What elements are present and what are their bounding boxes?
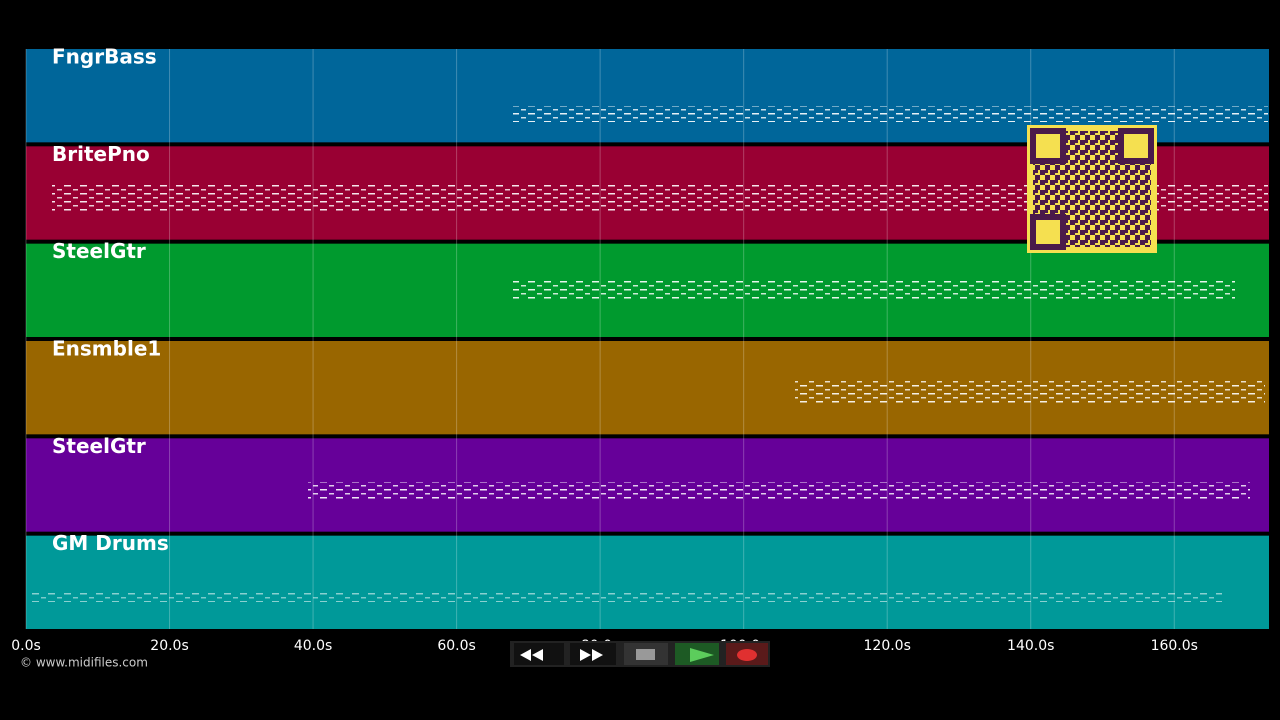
tick-label: 160.0s [1151, 638, 1198, 654]
copyright: © www.midifiles.com [20, 656, 148, 670]
qr-finder [1118, 128, 1154, 164]
track-name: SteelGtr [52, 239, 146, 263]
tick-label: 0.0s [11, 638, 41, 654]
fast-forward-button[interactable] [570, 643, 616, 665]
icon [690, 648, 714, 662]
labels: FngrBass BritePno SteelGtr Ensmble1 SteelGtr… [52, 45, 169, 556]
icon [636, 649, 655, 660]
track-name: GM Drums [52, 531, 169, 555]
tick-label: 140.0s [1007, 638, 1054, 654]
note-region [513, 106, 1268, 122]
note-region [30, 592, 1222, 602]
icon [520, 649, 543, 661]
record-button[interactable] [726, 643, 768, 665]
grid [25, 49, 1175, 629]
qr-finder [1030, 128, 1066, 164]
track-name: BritePno [52, 142, 150, 166]
lane [26, 535, 1269, 629]
tick-label: 20.0s [150, 638, 188, 654]
qr-finder [1030, 214, 1066, 250]
transport-controls [510, 641, 770, 667]
rewind-button[interactable] [514, 643, 564, 665]
tick-label: 120.0s [864, 638, 911, 654]
notes [30, 106, 1268, 602]
note-region [795, 380, 1265, 403]
play-button[interactable] [675, 643, 719, 665]
note-region [513, 280, 1235, 300]
track-name: Ensmble1 [52, 337, 161, 361]
icon [737, 649, 757, 661]
stop-button[interactable] [624, 643, 668, 665]
track-name: SteelGtr [52, 434, 146, 458]
tick-label: 60.0s [437, 638, 475, 654]
qr-code [1027, 125, 1157, 253]
icon [580, 649, 603, 661]
tick-label: 40.0s [294, 638, 332, 654]
note-region [308, 482, 1250, 500]
track-name: FngrBass [52, 45, 157, 69]
